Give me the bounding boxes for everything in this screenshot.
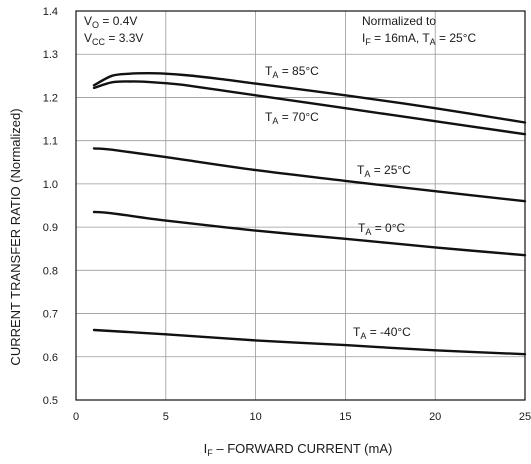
series-label-ta-70c-main-0: T [265,110,273,124]
series-line-ta-25c [92,147,527,203]
y-tick-label: 1.4 [43,6,58,18]
y-tick-label: 0.5 [43,395,58,407]
series-line-ta-85c [92,72,527,124]
series-label-ta-70c-rest-0: = 70°C [278,110,319,124]
series-label-ta-minus40c: TA = -40°C [353,325,411,341]
series-label-ta-0c: TA = 0°C [358,221,406,237]
series-label-ta-85c: TA = 85°C [265,64,319,80]
series-line-ta-minus40c [92,328,527,356]
series-label-ta-0c-sub-0: A [365,227,371,237]
condition-vcc-sub-0: CC [92,37,105,47]
series-label-ta-minus40c-main-0: T [353,325,361,339]
series-label-ta-0c-main-0: T [358,221,366,235]
condition-vo-sub-0: O [92,20,99,30]
condition-vcc-rest-0: = 3.3V [105,31,143,45]
condition-vcc: VCC = 3.3V [84,31,143,47]
series-label-ta-70c-sub-0: A [272,116,278,126]
x-axis-title: IF – FORWARD CURRENT (mA) [204,441,393,458]
annotations: TA = 85°CTA = 70°CTA = 25°CTA = 0°CTA = … [84,14,477,341]
x-axis-title-rest: – FORWARD CURRENT (mA) [213,441,393,456]
normalization-line-2-sub-1: A [430,37,436,47]
normalization-line-2-rest-1: = 25°C [436,31,477,45]
condition-vo-main-0: V [84,14,92,28]
x-axis-title-sub: F [207,448,213,458]
y-tick-label: 0.6 [43,352,58,364]
condition-vo-rest-0: = 0.4V [99,14,137,28]
series-label-ta-0c-rest-0: = 0°C [371,221,405,235]
series-line-ta-0c [92,210,527,257]
normalization-line-2-main-1: T [422,31,430,45]
y-tick-label: 0.9 [43,222,58,234]
grid-lines [76,11,525,400]
normalization-line-2-sub-0: F [365,37,371,47]
x-axis-title-main: I [204,441,208,456]
normalization-line-2: IF = 16mA, TA = 25°C [362,31,477,47]
tick-labels: 0 5 10 15 20 25 0.5 0.6 0.7 0.8 0.9 1.0 1.1 1.2 1.3 1.4 [43,6,531,423]
series-label-ta-85c-main-0: T [265,64,273,78]
series-label-ta-25c: TA = 25°C [357,163,411,179]
series-label-ta-70c: TA = 70°C [265,110,319,126]
x-tick-label: 25 [519,411,531,423]
x-tick-label: 5 [163,411,169,423]
x-tick-label: 10 [249,411,261,423]
x-tick-label: 0 [73,411,79,423]
y-tick-label: 0.8 [43,265,58,277]
y-tick-label: 1.0 [43,179,58,191]
normalization-line-1: Normalized to [362,14,436,28]
y-tick-label: 1.3 [43,49,58,61]
series-label-ta-85c-sub-0: A [272,70,278,80]
plot-area-frame [75,10,526,401]
condition-vo: VO = 0.4V [84,14,137,30]
series-label-ta-25c-sub-0: A [364,169,370,179]
series-line-ta-70c [92,80,527,136]
x-tick-label: 15 [339,411,351,423]
y-tick-label: 0.7 [43,309,58,321]
series-label-ta-minus40c-rest-0: = -40°C [366,325,411,339]
x-tick-label: 20 [429,411,441,423]
normalization-line-2-rest-0: = 16mA, [371,31,422,45]
y-tick-label: 1.1 [43,136,58,148]
y-axis-title: CURRENT TRANSFER RATIO (Normalized) [8,108,23,365]
series-label-ta-25c-main-0: T [357,163,365,177]
series-label-ta-85c-rest-0: = 85°C [278,64,319,78]
series-label-ta-minus40c-sub-0: A [360,331,366,341]
condition-vcc-main-0: V [84,31,92,45]
series-label-ta-25c-rest-0: = 25°C [370,163,411,177]
series-curves [92,72,527,356]
normalization-line-2-main-0: I [362,31,365,45]
y-tick-label: 1.2 [43,92,58,104]
